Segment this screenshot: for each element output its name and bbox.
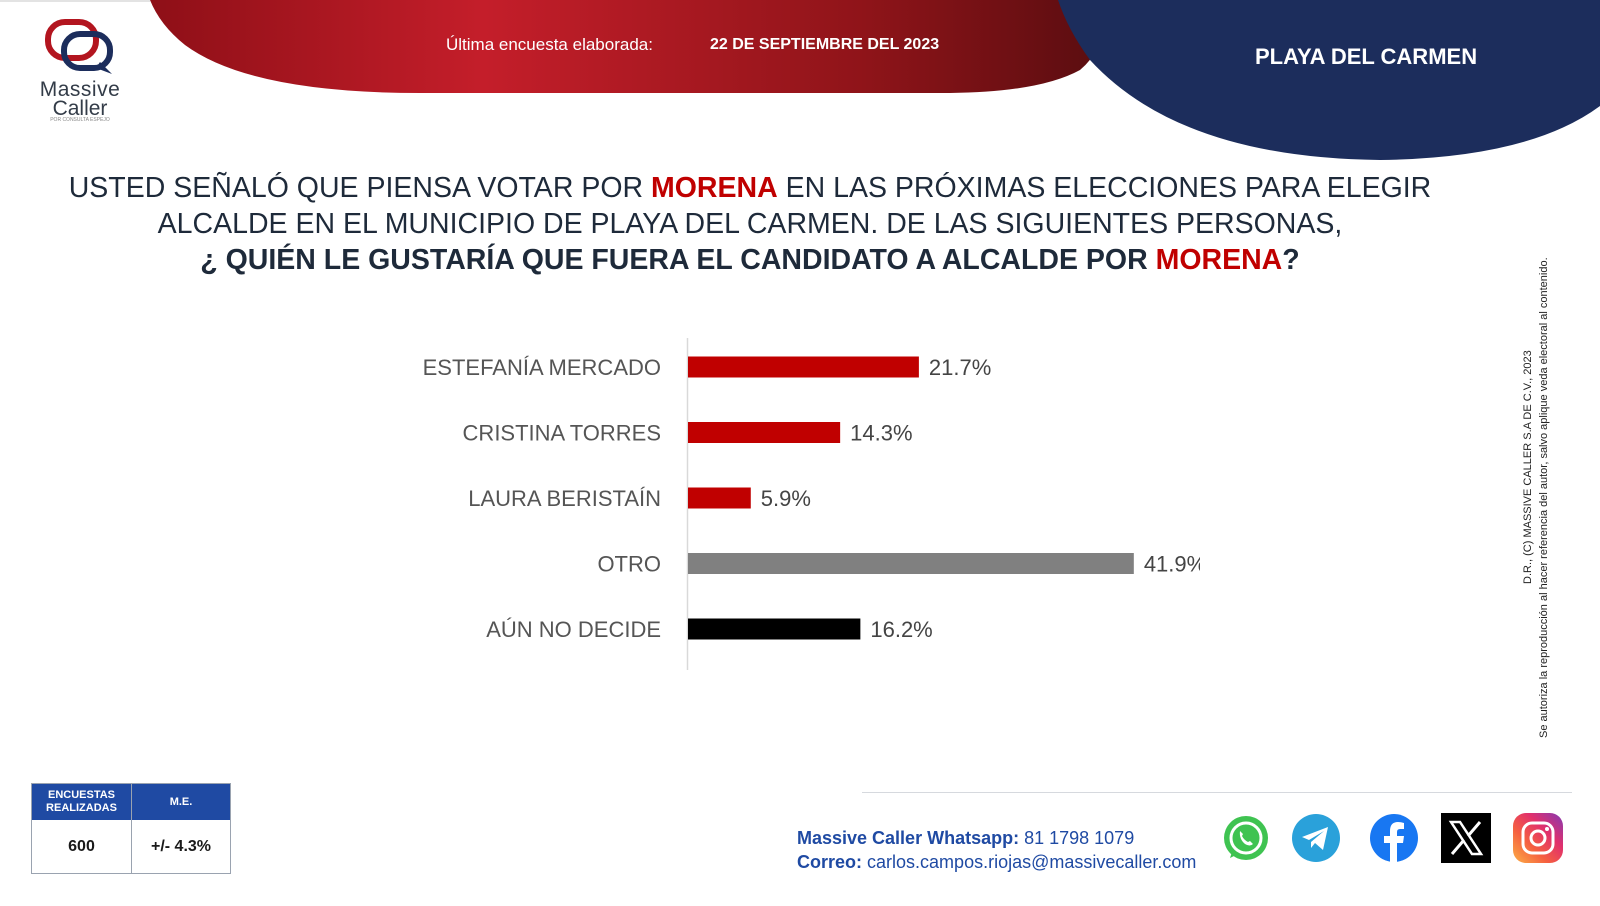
surveys-value: 600 [68, 838, 95, 855]
whatsapp-contact[interactable]: Massive Caller Whatsapp: 81 1798 1079 [797, 828, 1135, 848]
telegram-icon[interactable] [1290, 812, 1342, 864]
city-title: PLAYA DEL CARMEN [1255, 44, 1478, 69]
logo-text-massive: Massive [39, 78, 121, 101]
value-label: 5.9% [761, 486, 811, 511]
category-label: LAURA BERISTAÍN [468, 486, 661, 511]
copyright-line-2: Se autoriza la reproducción al hacer ref… [1538, 257, 1550, 738]
survey-date: 22 DE SEPTIEMBRE DEL 2023 [710, 36, 940, 53]
bar [688, 553, 1134, 574]
facebook-icon[interactable] [1368, 812, 1420, 864]
x-twitter-icon[interactable] [1440, 812, 1492, 864]
value-label: 14.3% [850, 421, 912, 446]
copyright-note: D.R., (C) MASSIVE CALLER S.A DE C.V., 20… [1522, 188, 1558, 748]
surveys-header: ENCUESTAS REALIZADAS [32, 784, 131, 820]
logo-tagline: POR CONSULTA ESPEJO [50, 117, 110, 123]
whatsapp-icon[interactable] [1220, 812, 1272, 864]
bar [688, 618, 861, 640]
survey-date-label: Última encuesta elaborada: [446, 35, 653, 54]
value-label: 16.2% [870, 617, 932, 642]
category-label: AÚN NO DECIDE [486, 617, 661, 642]
header-decoration [0, 0, 1600, 160]
bar [688, 356, 919, 378]
category-label: CRISTINA TORRES [463, 421, 661, 446]
margin-error-value: +/- 4.3% [131, 820, 230, 874]
massive-caller-logo: Massive Caller POR CONSULTA ESPEJO [30, 18, 130, 126]
header-red-shape [150, 0, 1103, 93]
footer-divider [862, 792, 1572, 793]
candidate-bar-chart: ESTEFANÍA MERCADO 21.7% CRISTINA TORRES 14.… [423, 338, 1200, 670]
instagram-icon[interactable] [1512, 812, 1564, 864]
email-contact[interactable]: Correo: carlos.campos.riojas@massivecall… [797, 852, 1197, 872]
value-label: 41.9% [1144, 552, 1200, 577]
margin-error-header: M.E. [131, 784, 230, 820]
party-highlight: MORENA [651, 172, 778, 204]
question-line-2: ALCALDE EN EL MUNICIPIO DE PLAYA DEL CAR… [157, 208, 1343, 240]
category-label: ESTEFANÍA MERCADO [423, 355, 661, 380]
category-label: OTRO [597, 552, 661, 577]
question-line-1: USTED SEÑALÓ QUE PIENSA VOTAR POR MORENA… [68, 172, 1432, 204]
logo-icon [45, 19, 113, 74]
party-highlight: MORENA [1155, 244, 1283, 276]
logo-text-caller: Caller [52, 97, 108, 120]
value-label: 21.7% [929, 355, 991, 380]
bar [688, 487, 751, 509]
bar [688, 422, 841, 443]
question-line-3: ¿ QUIÉN LE GUSTARÍA QUE FUERA EL CANDIDA… [200, 244, 1300, 276]
contact-info: Massive Caller Whatsapp: 81 1798 1079 Co… [797, 826, 1196, 874]
stats-table: ENCUESTAS REALIZADAS M.E. 600 +/- 4.3% [31, 783, 231, 874]
copyright-line-1: D.R., (C) MASSIVE CALLER S.A DE C.V., 20… [1522, 350, 1534, 584]
survey-question: USTED SEÑALÓ QUE PIENSA VOTAR POR MORENA… [40, 170, 1460, 278]
header-navy-shape [1058, 0, 1600, 160]
